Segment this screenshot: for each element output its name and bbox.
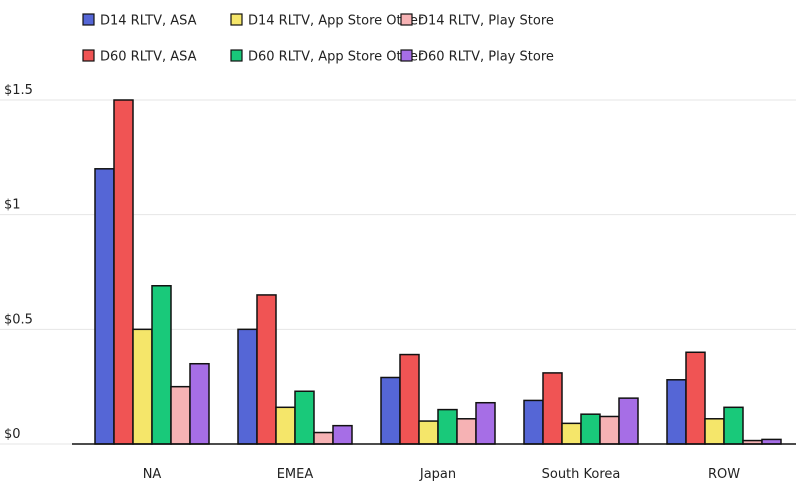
legend-swatch: [400, 49, 413, 62]
bar[interactable]: [723, 406, 744, 445]
bar[interactable]: [332, 424, 353, 445]
y-tick-label: $0.5: [4, 312, 33, 327]
bar[interactable]: [170, 385, 191, 445]
bar[interactable]: [437, 408, 458, 445]
x-category-label: Japan: [419, 467, 456, 482]
y-tick-label: $1: [4, 198, 21, 213]
bar[interactable]: [132, 328, 153, 445]
bar[interactable]: [275, 406, 296, 445]
bar[interactable]: [313, 431, 334, 445]
bar[interactable]: [580, 413, 601, 445]
bar[interactable]: [542, 372, 563, 445]
bar[interactable]: [456, 418, 477, 445]
legend-swatch: [400, 13, 413, 26]
x-category-label: ROW: [708, 467, 740, 482]
bar[interactable]: [666, 379, 687, 445]
bar[interactable]: [113, 99, 134, 445]
x-category-label: NA: [143, 467, 162, 482]
bar[interactable]: [418, 420, 439, 445]
bar[interactable]: [94, 168, 115, 445]
bar[interactable]: [685, 351, 706, 445]
bar[interactable]: [399, 353, 420, 445]
bar[interactable]: [599, 415, 620, 445]
bar[interactable]: [475, 401, 496, 445]
legend-swatch: [230, 13, 243, 26]
bar[interactable]: [618, 397, 639, 445]
bar[interactable]: [237, 328, 258, 445]
legend-label: D60 RLTV, Play Store: [418, 50, 554, 65]
bar[interactable]: [189, 362, 210, 445]
bar[interactable]: [151, 285, 172, 445]
y-tick-label: $0: [4, 427, 21, 442]
bar[interactable]: [380, 376, 401, 445]
bar[interactable]: [561, 422, 582, 445]
legend-label: D14 RLTV, App Store Other: [248, 14, 424, 29]
bar[interactable]: [704, 418, 725, 445]
x-category-label: EMEA: [277, 467, 314, 482]
legend-label: D60 RLTV, ASA: [100, 50, 197, 65]
y-tick-label: $1.5: [4, 83, 33, 98]
bar[interactable]: [294, 390, 315, 445]
legend-label: D14 RLTV, Play Store: [418, 14, 554, 29]
legend-label: D14 RLTV, ASA: [100, 14, 197, 29]
legend-swatch: [82, 49, 95, 62]
legend-swatch: [82, 13, 95, 26]
legend-swatch: [230, 49, 243, 62]
bar[interactable]: [523, 399, 544, 445]
legend-label: D60 RLTV, App Store Other: [248, 50, 424, 65]
bar[interactable]: [256, 294, 277, 445]
x-category-label: South Korea: [542, 467, 621, 482]
